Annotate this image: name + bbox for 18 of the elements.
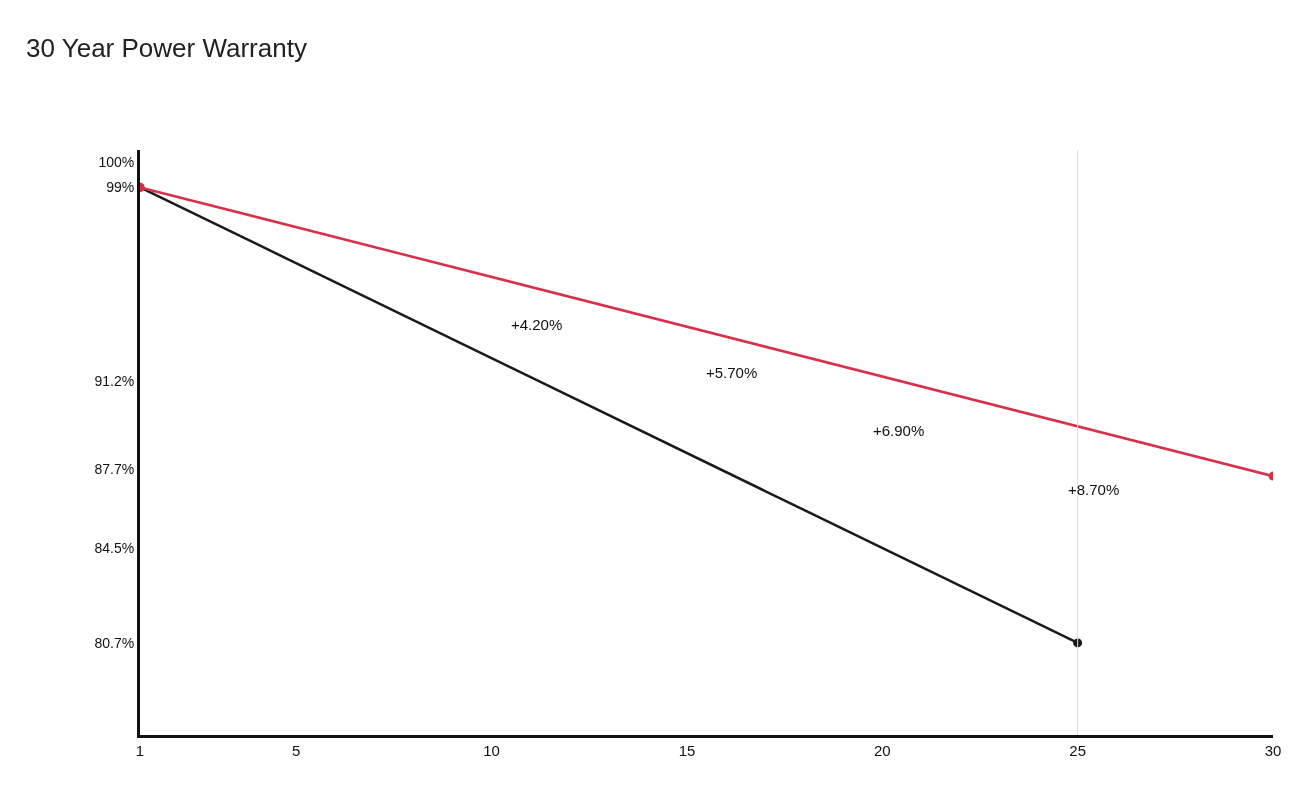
x-tick-label: 10 xyxy=(483,742,500,759)
x-tick-label: 30 xyxy=(1264,742,1282,759)
x-tick-label: 1 xyxy=(135,742,145,759)
y-tick-label: 80.7% xyxy=(94,634,135,651)
x-tick-label: 20 xyxy=(873,742,891,759)
annotation: +6.90% xyxy=(873,422,925,439)
annotation: +8.70% xyxy=(1068,481,1120,498)
y-tick-label: 91.2% xyxy=(94,373,135,390)
annotation: +4.20% xyxy=(511,316,563,333)
y-tick-label: 100% xyxy=(98,154,135,171)
y-tick-label: 99% xyxy=(106,179,135,196)
y-tick-label: 84.5% xyxy=(94,540,135,557)
x-tick-label: 25 xyxy=(1069,742,1086,759)
x-tick-label: 5 xyxy=(292,742,301,759)
chart-title: 30 Year Power Warranty xyxy=(26,33,307,64)
annotation: +5.70% xyxy=(706,364,758,381)
y-tick-label: 87.7% xyxy=(94,460,135,477)
x-tick-label: 15 xyxy=(678,742,696,759)
